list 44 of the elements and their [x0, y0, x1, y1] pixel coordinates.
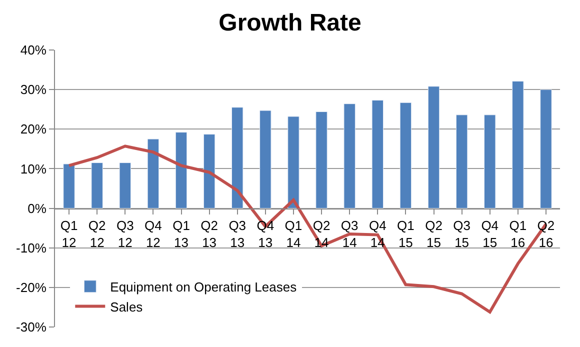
y-tick-label: -30% [16, 320, 47, 335]
x-tick-label: Q3 12 [116, 218, 134, 250]
x-tick-label: Q1 15 [397, 218, 414, 250]
bar [484, 114, 496, 209]
y-tick-label: 10% [20, 161, 47, 176]
bar [344, 104, 356, 209]
x-tick-label: Q3 14 [340, 218, 358, 250]
bar [288, 116, 300, 209]
x-tick-label: Q3 13 [228, 218, 246, 250]
x-tick-label: Q4 15 [481, 218, 499, 250]
y-tick-label: -20% [16, 280, 47, 295]
x-tick-label: Q2 15 [425, 218, 442, 250]
bar [372, 100, 384, 209]
x-tick-label: Q3 15 [453, 218, 470, 250]
x-tick-label: Q4 12 [144, 218, 162, 250]
bar [260, 110, 272, 209]
bar [147, 138, 160, 209]
y-tick-label: -10% [16, 240, 47, 256]
bar [175, 132, 188, 209]
bar [63, 164, 75, 209]
legend-label: Sales [110, 299, 144, 314]
y-tick-label: 0% [28, 200, 47, 216]
x-tick-label: Q1 14 [284, 218, 302, 250]
bar [91, 162, 103, 209]
x-tick-label: Q2 16 [537, 218, 555, 250]
x-tick-label: Q1 16 [509, 218, 527, 250]
y-tick-label: 30% [20, 82, 47, 98]
bar [540, 89, 552, 209]
x-tick-label: Q2 12 [88, 218, 106, 250]
y-tick-label: 20% [20, 122, 47, 137]
chart-title: Growth Rate [218, 10, 362, 37]
bar [428, 86, 440, 209]
bar [456, 114, 468, 209]
bar [400, 102, 412, 209]
bar [119, 162, 131, 209]
bar [316, 111, 328, 209]
x-tick-label: Q1 12 [60, 218, 78, 250]
legend-label: Equipment on Operating Leases [110, 279, 298, 294]
x-tick-label: Q1 13 [172, 218, 190, 250]
x-tick-label: Q2 13 [200, 218, 218, 250]
bar [512, 81, 524, 209]
bar [203, 134, 216, 209]
bar [232, 107, 244, 209]
y-tick-label: 40% [20, 42, 47, 58]
